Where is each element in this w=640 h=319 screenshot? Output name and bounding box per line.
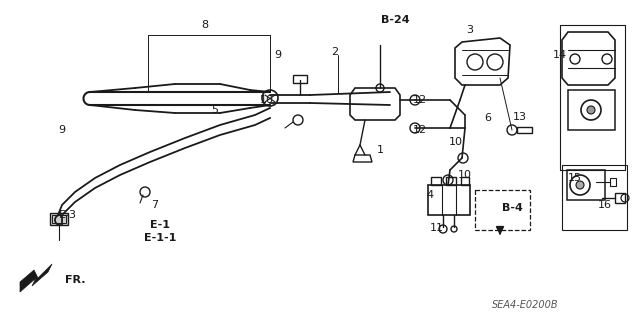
Text: E-1: E-1 [150,220,170,230]
Text: 10: 10 [458,170,472,180]
Bar [562,165,627,230]
Text: 15: 15 [568,173,582,183]
Polygon shape [20,264,52,292]
Text: 6: 6 [484,113,492,123]
Bar [446,177,456,185]
Bar [293,75,307,83]
Text: 10: 10 [260,95,274,105]
Text: 13: 13 [513,112,527,122]
Text: 3: 3 [467,25,474,35]
Bar [431,177,441,185]
Text: 8: 8 [202,20,209,30]
Text: 14: 14 [553,50,567,60]
Bar [567,170,605,200]
Text: 12: 12 [413,95,427,105]
Text: B-4: B-4 [502,203,522,213]
Text: 11: 11 [430,223,444,233]
Text: SEA4-E0200B: SEA4-E0200B [492,300,558,310]
Text: 9: 9 [58,125,65,135]
Circle shape [587,106,595,114]
Bar [517,127,532,133]
Text: B-24: B-24 [381,15,410,25]
Bar [52,215,66,223]
Circle shape [576,181,584,189]
Text: 10: 10 [449,137,463,147]
Text: 7: 7 [152,200,159,210]
Bar [50,213,68,225]
Bar [475,190,530,230]
Text: 1: 1 [376,145,383,155]
Bar [615,193,625,203]
Text: 5: 5 [211,105,218,115]
Bar [610,178,616,186]
Text: E-1-1: E-1-1 [144,233,176,243]
Text: 9: 9 [275,50,282,60]
Text: FR.: FR. [65,275,86,285]
Bar [428,185,470,215]
Text: 16: 16 [598,200,612,210]
Bar [461,177,469,185]
Text: 12: 12 [413,125,427,135]
Text: E-3: E-3 [59,210,77,220]
Text: 2: 2 [332,47,339,57]
Text: 4: 4 [426,190,433,200]
